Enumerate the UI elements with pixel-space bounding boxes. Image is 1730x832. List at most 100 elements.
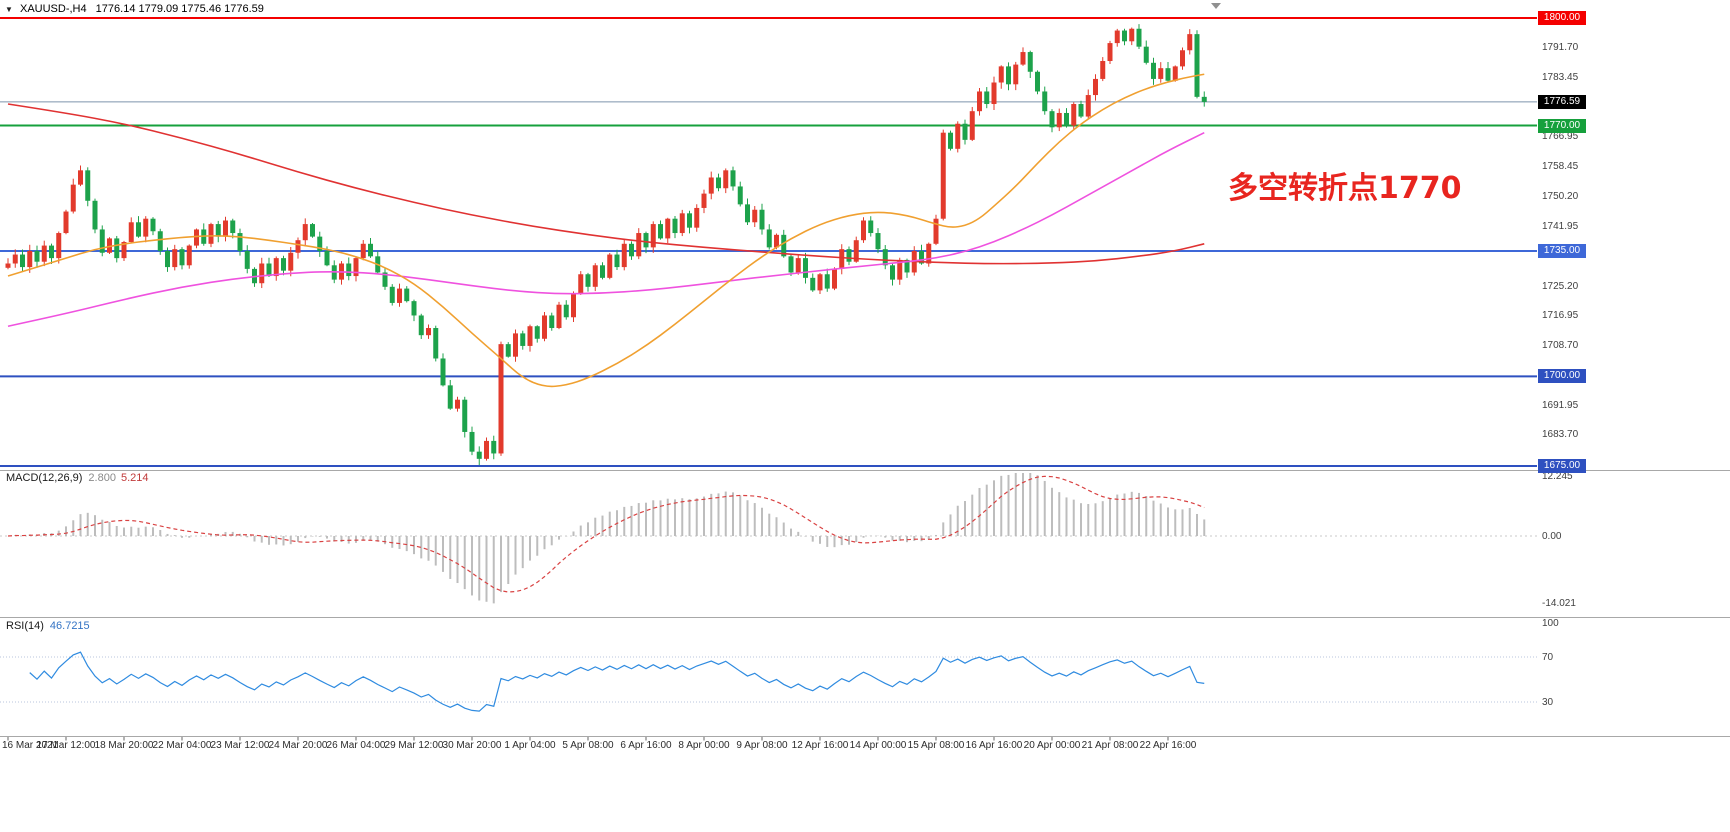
candle-body	[563, 304, 569, 318]
candle-body	[1064, 112, 1069, 126]
candle-body	[636, 233, 642, 257]
candle-body	[324, 250, 330, 266]
candle-body	[614, 254, 620, 268]
collapse-icon[interactable]: ▼	[5, 5, 13, 14]
candle-body	[1107, 43, 1113, 62]
candle-body	[223, 220, 228, 237]
candle-body	[505, 344, 511, 357]
candle-body	[56, 233, 62, 259]
candle-body	[368, 243, 373, 257]
macd-signal-value: 5.214	[120, 472, 149, 484]
candle-body	[179, 249, 185, 266]
time-axis-label: 24 Mar 20:00	[268, 740, 328, 751]
price-axis-label: 1683.70	[1542, 429, 1579, 441]
price-axis-label: 1691.95	[1542, 399, 1579, 411]
candle-body	[114, 238, 120, 259]
candle-body	[1201, 96, 1207, 102]
candle-body	[1187, 34, 1193, 51]
candle-body	[650, 224, 656, 248]
candle-body	[70, 184, 76, 212]
candle-body	[99, 229, 105, 253]
candle-body	[85, 170, 91, 201]
candle-body	[534, 326, 540, 339]
candle-body	[832, 268, 837, 289]
candle-body	[679, 213, 685, 234]
candle-body	[977, 91, 982, 112]
candle-body	[455, 399, 460, 409]
candle-body	[897, 259, 903, 280]
candle-body	[940, 132, 946, 219]
candle-body	[440, 358, 446, 386]
candle-body	[853, 240, 859, 262]
candle-body	[926, 243, 932, 264]
rsi-axis-label: 30	[1542, 696, 1554, 708]
time-axis-label: 21 Apr 08:00	[1081, 740, 1139, 751]
time-axis-label: 29 Mar 12:00	[384, 740, 444, 751]
candle-body	[208, 224, 214, 244]
candle-body	[237, 233, 243, 251]
candle-body	[600, 265, 605, 278]
candle-body	[556, 304, 562, 329]
rsi-axis-label: 100	[1542, 617, 1559, 629]
candle-body	[273, 258, 279, 277]
candle-body	[1006, 66, 1011, 85]
candle-body	[578, 274, 584, 294]
candle-body	[730, 170, 736, 187]
time-axis-label: 30 Mar 20:00	[442, 740, 502, 751]
candle-body	[484, 440, 489, 459]
candle-body	[426, 328, 431, 336]
annotation-text[interactable]: 多空转折点1770	[1228, 171, 1462, 206]
candle-body	[433, 328, 439, 359]
candle-body	[998, 66, 1004, 83]
shift-marker-icon	[1211, 3, 1221, 9]
candle-body	[542, 315, 547, 339]
candle-body	[868, 220, 874, 234]
time-axis-label: 9 Apr 08:00	[736, 740, 788, 751]
candle-body	[694, 207, 700, 228]
candle-body	[1035, 71, 1040, 92]
candle-body	[948, 132, 953, 149]
candle-body	[302, 224, 308, 241]
rsi-name: RSI(14)	[6, 620, 44, 632]
candle-body	[861, 220, 866, 241]
candle-body	[27, 250, 33, 268]
time-axis-label: 8 Apr 00:00	[678, 740, 730, 751]
price-axis-label: 1750.20	[1542, 190, 1579, 202]
candle-body	[1071, 104, 1077, 126]
candle-body	[846, 249, 852, 262]
symbol-timeframe-label: XAUUSD-,H4	[19, 3, 87, 15]
candle-body	[607, 254, 613, 278]
time-axis-label: 6 Apr 16:00	[620, 740, 672, 751]
macd-indicator-label: MACD(12,26,9) 2.800 5.214	[6, 472, 148, 484]
candle-body	[752, 209, 758, 223]
candle-body	[281, 258, 286, 271]
candle-body	[165, 250, 170, 268]
price-line-badge: 1770.00	[1538, 118, 1586, 133]
candle-body	[1020, 52, 1026, 65]
candle-body	[839, 249, 845, 269]
macd-axis-label: -14.021	[1542, 598, 1576, 610]
candle-body	[150, 218, 156, 232]
candle-body	[1013, 64, 1019, 85]
candle-body	[875, 233, 881, 250]
candle-body	[157, 231, 163, 251]
candle-body	[701, 193, 707, 208]
candle-body	[629, 243, 634, 257]
candle-body	[1129, 28, 1135, 42]
candle-body	[513, 333, 518, 357]
candle-body	[172, 249, 178, 268]
candle-body	[288, 252, 294, 271]
price-axis-label: 1741.95	[1542, 220, 1579, 232]
time-axis-label: 12 Apr 16:00	[791, 740, 849, 751]
candle-body	[549, 315, 555, 329]
candle-body	[1078, 104, 1084, 117]
candle-body	[1056, 112, 1062, 128]
candle-body	[389, 286, 395, 303]
slow-ma-red	[7, 103, 1205, 265]
candle-body	[404, 288, 410, 302]
candle-body	[1093, 78, 1098, 96]
candle-body	[295, 240, 301, 253]
candle-body	[621, 243, 627, 268]
candle-body	[687, 213, 692, 228]
